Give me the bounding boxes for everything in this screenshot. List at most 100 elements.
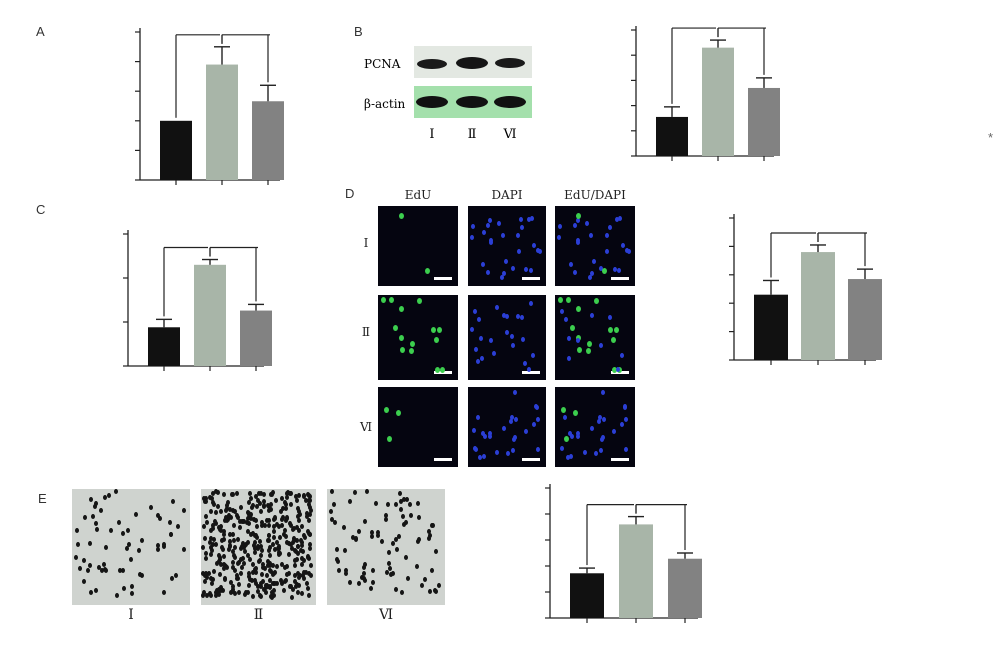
- cell-nucleus: [515, 313, 520, 319]
- migrated-cell: [130, 591, 135, 597]
- migrated-cell: [201, 496, 206, 502]
- cell-nucleus: [437, 326, 443, 333]
- migrated-cell: [306, 528, 311, 534]
- migrated-cell: [102, 561, 107, 567]
- migrated-cell: [140, 538, 145, 544]
- migrated-cell: [171, 499, 176, 505]
- cell-nucleus: [502, 426, 507, 432]
- cell-nucleus: [575, 430, 580, 436]
- migrated-cell: [373, 501, 378, 507]
- cell-nucleus: [566, 296, 572, 303]
- cell-nucleus: [558, 224, 563, 230]
- migrated-cell: [257, 558, 262, 564]
- cell-nucleus: [485, 223, 490, 229]
- migrated-cell: [287, 541, 292, 547]
- migrated-cell: [280, 506, 285, 512]
- migrated-cell: [292, 526, 297, 532]
- migrated-cell: [259, 552, 264, 558]
- migrated-cell: [269, 568, 274, 574]
- migrated-cell: [87, 541, 92, 547]
- migrated-cell: [218, 585, 223, 591]
- cell-nucleus: [559, 309, 564, 315]
- bar: [656, 116, 688, 156]
- migrated-cell: [420, 582, 425, 588]
- migrated-cell: [214, 489, 219, 495]
- cell-nucleus: [624, 417, 629, 423]
- migrated-cell: [224, 517, 229, 523]
- bar: [570, 573, 604, 618]
- migrated-cell: [284, 540, 289, 546]
- cell-nucleus: [431, 327, 437, 334]
- blot-lane-1: Ⅰ: [429, 127, 434, 142]
- migrated-cell: [209, 544, 214, 550]
- migrated-cell: [216, 586, 221, 592]
- migrated-cell: [291, 587, 296, 593]
- migrated-cell: [386, 560, 391, 566]
- cell-nucleus: [567, 356, 572, 362]
- migrated-cell: [227, 539, 232, 545]
- migrated-cell: [202, 572, 207, 578]
- migrated-cell: [93, 587, 98, 593]
- cell-nucleus: [604, 232, 609, 238]
- migrated-cell: [308, 546, 313, 552]
- migrated-cell: [203, 555, 208, 561]
- migrated-cell: [308, 494, 313, 500]
- migrated-cell: [94, 501, 99, 507]
- migrated-cell: [253, 546, 258, 552]
- if-image-dapi-group-3: [468, 387, 546, 467]
- cell-nucleus: [470, 326, 475, 332]
- migrated-cell: [247, 576, 252, 582]
- bar: [754, 294, 788, 360]
- migrated-cell: [258, 581, 263, 587]
- migrated-cell: [217, 552, 222, 558]
- cell-nucleus: [398, 306, 404, 313]
- migrated-cell: [240, 518, 245, 524]
- migrated-cell: [308, 572, 313, 578]
- migrated-cell: [400, 514, 405, 520]
- migrated-cell: [281, 587, 286, 593]
- migrated-cell: [241, 555, 246, 561]
- migrated-cell: [176, 523, 181, 529]
- migrated-cell: [247, 574, 252, 580]
- cell-nucleus: [532, 242, 537, 248]
- migrated-cell: [237, 524, 242, 530]
- panel-label-e: E: [38, 491, 47, 506]
- chart-d: [678, 206, 888, 386]
- migrated-cell: [290, 595, 295, 601]
- migrated-cell: [234, 491, 239, 497]
- migrated-cell: [245, 516, 250, 522]
- migrated-cell: [226, 547, 231, 553]
- cell-nucleus: [585, 220, 590, 226]
- migrated-cell: [247, 557, 252, 563]
- migrated-cell: [221, 554, 226, 560]
- migrated-cell: [204, 514, 209, 520]
- migrated-cell: [273, 497, 278, 503]
- migrated-cell: [231, 531, 236, 537]
- chart-b-svg: [631, 26, 780, 161]
- chart-a-svg: [135, 28, 284, 185]
- migrated-cell: [265, 518, 270, 524]
- migrated-cell: [364, 489, 369, 495]
- cell-nucleus: [573, 270, 578, 276]
- migrated-cell: [206, 571, 211, 577]
- migrated-cell: [210, 496, 215, 502]
- cell-nucleus: [488, 430, 493, 436]
- cell-nucleus: [556, 235, 561, 241]
- migrated-cell: [306, 586, 311, 592]
- migrated-cell: [268, 578, 273, 584]
- cell-nucleus: [473, 347, 478, 353]
- migrated-cell: [246, 510, 250, 516]
- migrated-cell: [295, 514, 300, 520]
- migrated-cell: [235, 573, 239, 579]
- migrated-cell: [287, 552, 292, 558]
- migrated-cell: [245, 520, 250, 526]
- panel-label-c: C: [36, 202, 46, 217]
- migrated-cell: [246, 528, 251, 534]
- cell-nucleus: [535, 447, 540, 453]
- migrated-cell: [213, 521, 218, 527]
- migrated-cell: [299, 555, 304, 561]
- cell-nucleus: [575, 433, 580, 439]
- migrated-cell: [278, 578, 283, 584]
- migrated-cell: [251, 516, 256, 522]
- migrated-cell: [201, 592, 206, 598]
